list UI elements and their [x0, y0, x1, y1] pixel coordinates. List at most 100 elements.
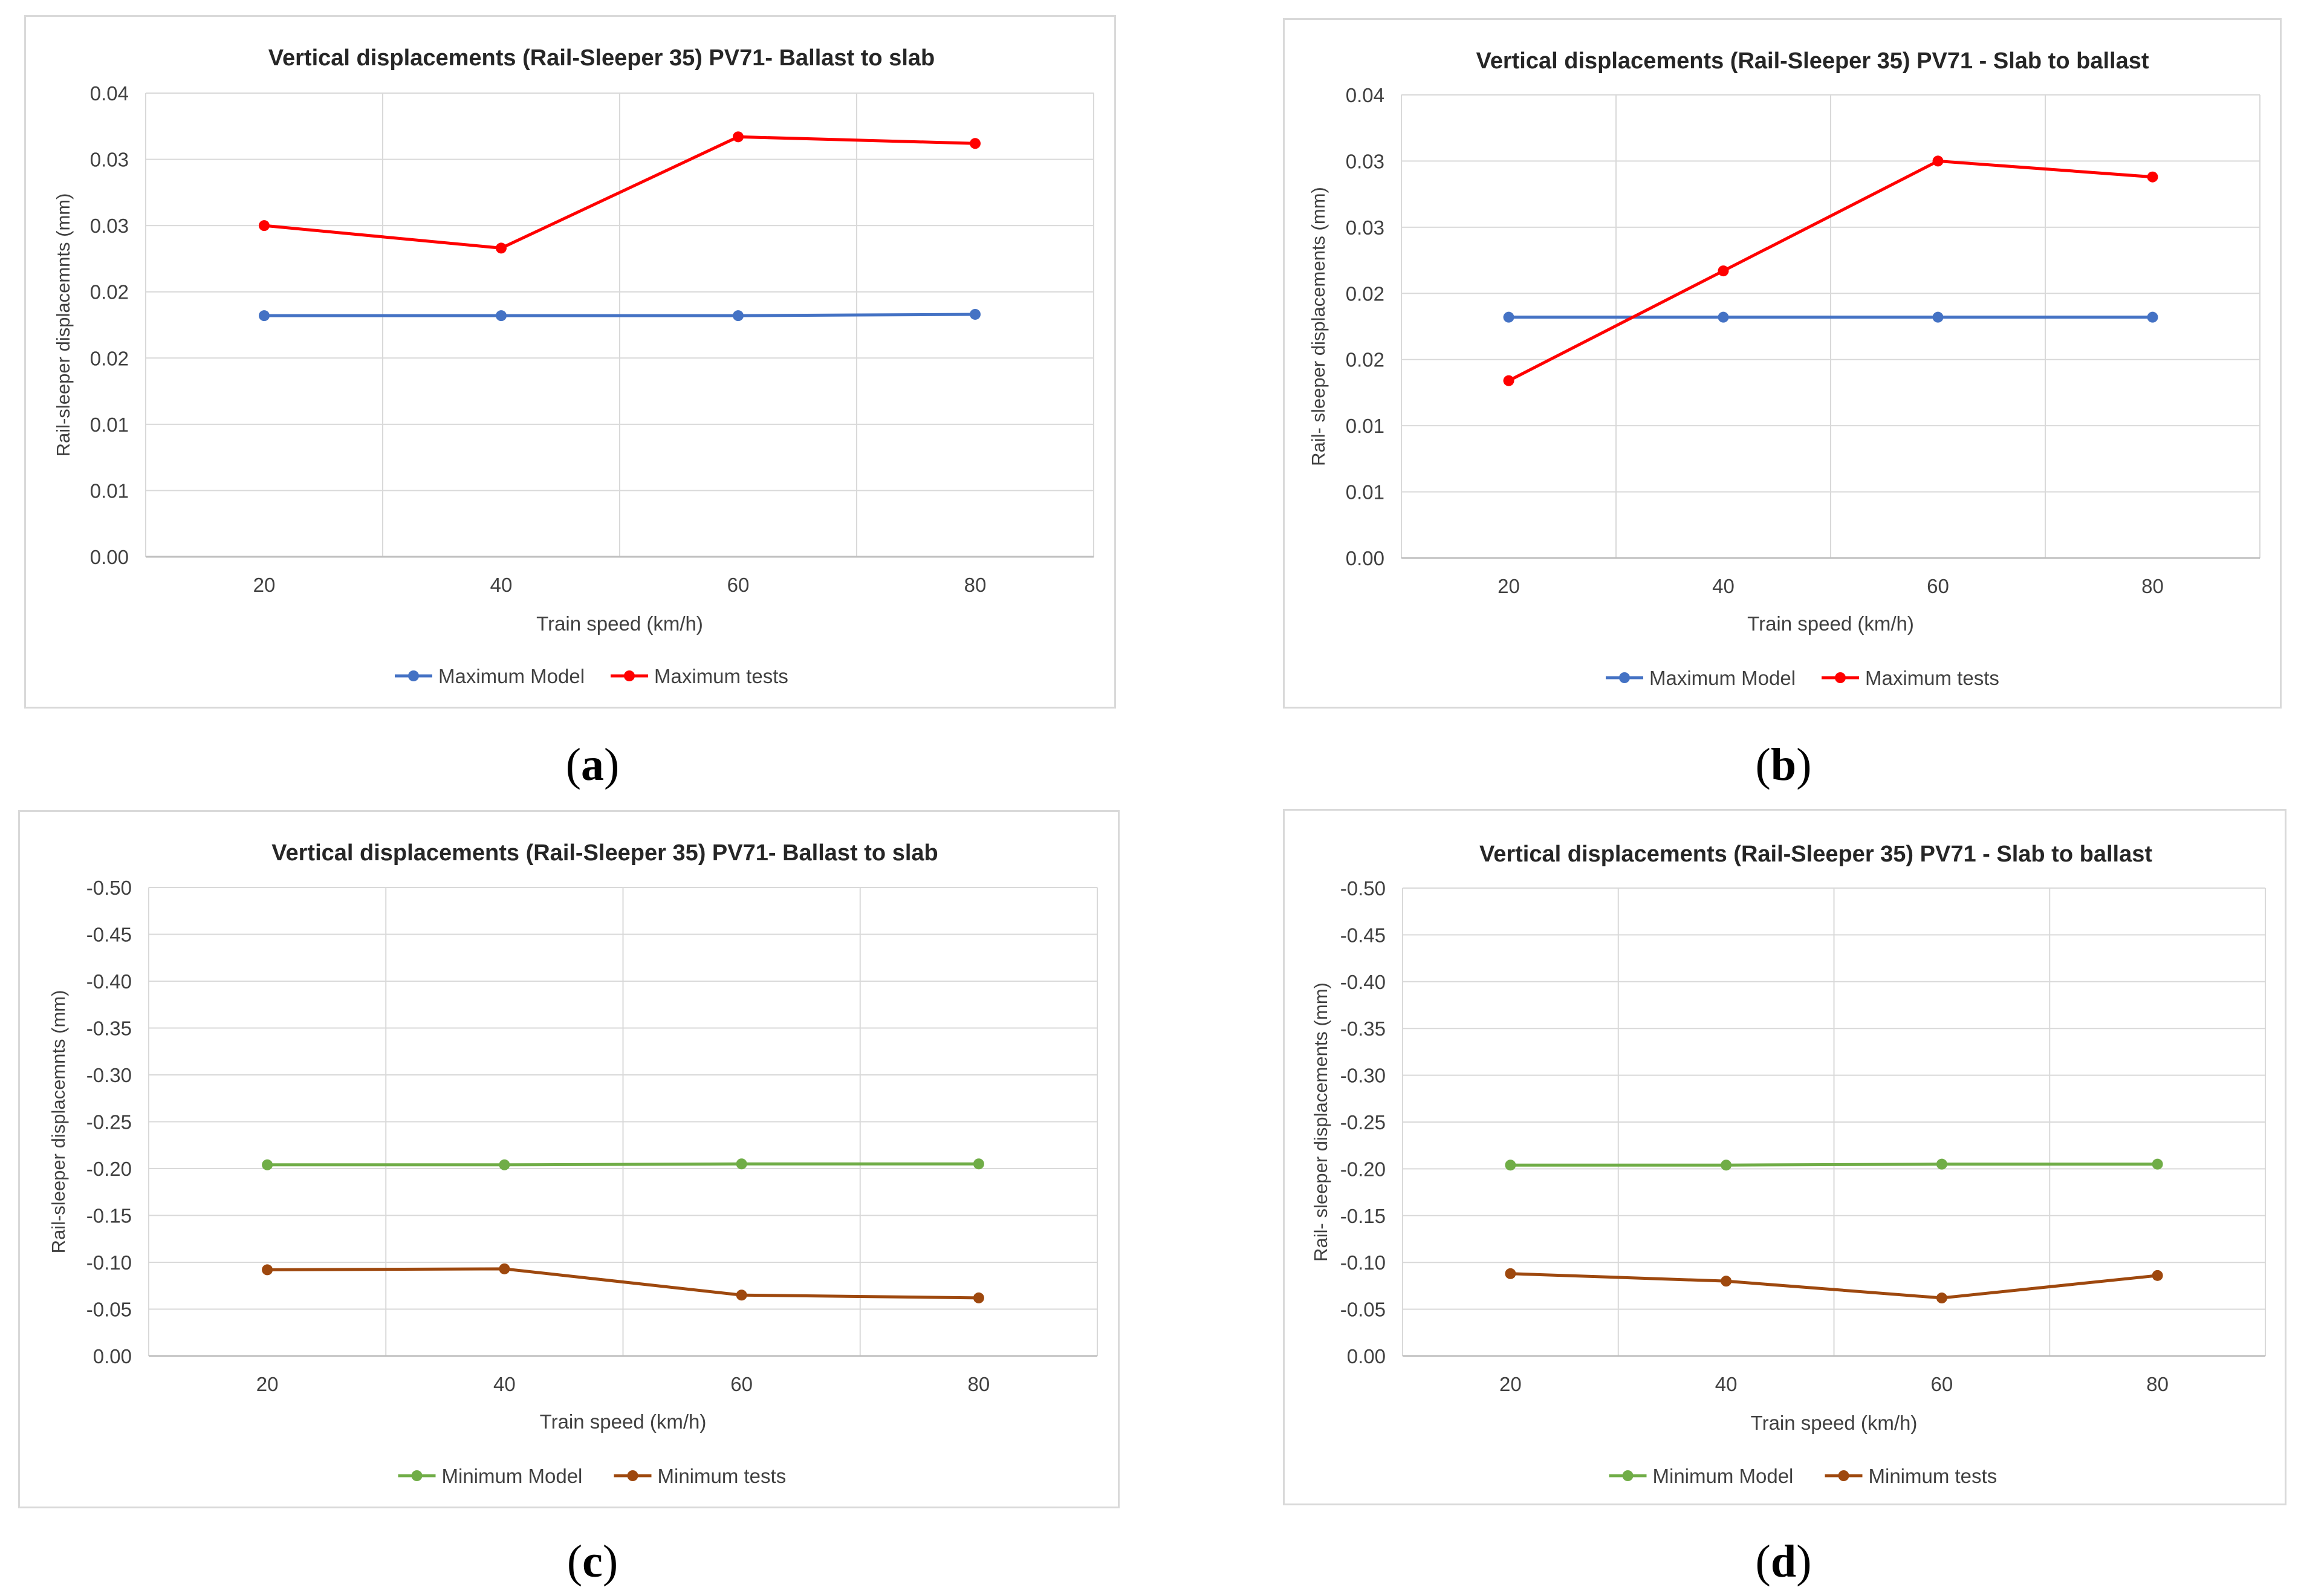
y-tick-label: 0.02	[1346, 282, 1384, 305]
series-line	[264, 313, 976, 317]
legend-marker	[408, 670, 419, 681]
data-point	[973, 1292, 984, 1303]
data-point	[973, 1158, 984, 1170]
caption-a: (a)	[565, 739, 620, 790]
legend-marker	[411, 1470, 423, 1481]
y-tick-label: 0.04	[1346, 84, 1384, 106]
x-axis-label: Train speed (km/h)	[1747, 612, 1914, 635]
chart-panel-d: Vertical displacements (Rail-Sleeper 35)…	[1283, 809, 2286, 1505]
legend-label: Maximum Model	[1649, 667, 1796, 689]
data-point	[733, 131, 744, 143]
chart-svg: Vertical displacements (Rail-Sleeper 35)…	[48, 840, 1098, 1487]
x-tick-label: 40	[1712, 575, 1735, 597]
x-tick-label: 20	[1499, 1373, 1522, 1395]
legend-label: Maximum tests	[1865, 667, 1999, 689]
y-tick-label: -0.45	[86, 924, 132, 946]
y-tick-label: 0.02	[90, 281, 129, 303]
chart-title: Vertical displacements (Rail-Sleeper 35)…	[1476, 48, 2149, 74]
data-point	[1932, 155, 1944, 167]
y-tick-label: -0.05	[86, 1299, 132, 1321]
legend-label: Minimum Model	[442, 1465, 583, 1487]
data-point	[499, 1263, 510, 1274]
y-tick-label: 0.01	[90, 479, 129, 502]
x-axis-label: Train speed (km/h)	[1751, 1412, 1918, 1434]
x-tick-label: 60	[730, 1373, 753, 1395]
y-tick-label: -0.50	[1340, 877, 1386, 900]
x-tick-label: 80	[2141, 575, 2164, 597]
chart-svg: Vertical displacements (Rail-Sleeper 35)…	[53, 45, 1094, 687]
x-tick-label: 20	[1498, 575, 1520, 597]
y-tick-label: -0.35	[1340, 1017, 1386, 1040]
data-point	[2152, 1270, 2163, 1281]
y-tick-label: -0.50	[86, 877, 132, 899]
x-tick-label: 80	[964, 574, 987, 596]
y-tick-label: 0.03	[90, 215, 129, 237]
legend-label: Maximum Model	[438, 665, 585, 687]
legend-label: Maximum tests	[654, 665, 788, 687]
series-line	[267, 1267, 979, 1300]
y-tick-label: 0.04	[90, 82, 129, 105]
x-tick-label: 40	[1715, 1373, 1738, 1395]
legend-label: Minimum tests	[1869, 1465, 1998, 1487]
legend-marker	[1619, 672, 1630, 683]
data-point	[736, 1289, 747, 1301]
data-point	[2152, 1158, 2163, 1170]
data-point	[1718, 265, 1729, 277]
legend-label: Minimum tests	[658, 1465, 787, 1487]
data-point	[496, 242, 507, 254]
legend-marker	[1835, 672, 1846, 683]
y-tick-label: 0.03	[1346, 150, 1384, 172]
y-tick-label: 0.00	[93, 1345, 132, 1367]
data-point	[1505, 1268, 1516, 1279]
y-tick-label: -0.05	[1340, 1299, 1386, 1321]
y-tick-label: -0.40	[1340, 971, 1386, 993]
y-tick-label: 0.03	[1346, 216, 1384, 239]
y-axis-label: Rail- sleeper displacements (mm)	[1308, 187, 1329, 466]
y-tick-label: -0.25	[86, 1111, 132, 1134]
caption-b: (b)	[1755, 739, 1812, 790]
y-tick-label: 0.03	[90, 149, 129, 171]
chart-title: Vertical displacements (Rail-Sleeper 35)…	[1479, 842, 2152, 867]
y-tick-label: 0.02	[90, 347, 129, 369]
y-tick-label: 0.00	[1347, 1345, 1386, 1367]
chart-svg: Vertical displacements (Rail-Sleeper 35)…	[1308, 48, 2260, 689]
data-point	[1721, 1276, 1732, 1287]
x-tick-label: 60	[1931, 1373, 1953, 1395]
y-tick-label: -0.20	[1340, 1158, 1386, 1180]
series-line	[1510, 1272, 2158, 1300]
data-point	[1936, 1293, 1947, 1304]
y-tick-label: -0.20	[86, 1158, 132, 1180]
y-tick-label: 0.02	[1346, 349, 1384, 371]
legend-marker	[624, 670, 635, 681]
data-point	[1721, 1160, 1732, 1171]
y-tick-label: 0.01	[90, 414, 129, 436]
y-tick-label: -0.25	[1340, 1111, 1386, 1134]
y-axis-label: Rail- sleeper displacements (mm)	[1310, 982, 1331, 1262]
data-point	[970, 138, 981, 149]
y-tick-label: -0.15	[86, 1205, 132, 1227]
y-tick-label: -0.40	[86, 970, 132, 993]
y-axis-label: Rail-sleeper displacemnts (mm)	[53, 193, 74, 457]
chart-title: Vertical displacements (Rail-Sleeper 35)…	[271, 840, 938, 866]
x-axis-label: Train speed (km/h)	[536, 612, 703, 635]
data-point	[499, 1159, 510, 1170]
series-line	[1510, 1163, 2158, 1167]
y-tick-label: -0.30	[1340, 1065, 1386, 1087]
x-tick-label: 20	[253, 574, 276, 596]
y-tick-label: -0.10	[86, 1251, 132, 1274]
y-tick-label: -0.35	[86, 1017, 132, 1040]
x-axis-label: Train speed (km/h)	[540, 1410, 707, 1433]
series-line	[264, 135, 976, 250]
legend-marker	[1838, 1470, 1849, 1481]
data-point	[1503, 375, 1514, 386]
data-point	[733, 310, 744, 322]
data-point	[259, 310, 270, 322]
y-tick-label: -0.10	[1340, 1251, 1386, 1274]
data-point	[1936, 1158, 1947, 1170]
caption-d: (d)	[1755, 1536, 1812, 1587]
series-line	[1508, 159, 2153, 382]
legend-marker	[1622, 1470, 1634, 1481]
data-point	[970, 308, 981, 320]
data-point	[496, 310, 507, 322]
y-tick-label: 0.01	[1346, 415, 1384, 437]
